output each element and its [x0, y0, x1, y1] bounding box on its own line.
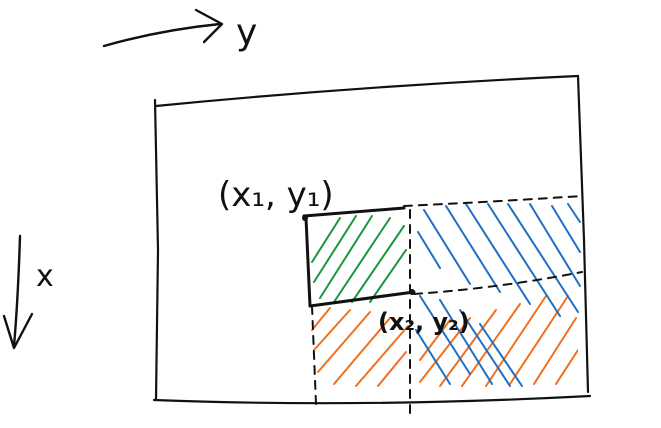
- green-hatch-region: [311, 215, 407, 303]
- y-axis-arrow: [102, 8, 224, 48]
- dashed-extensions: [311, 195, 583, 415]
- x-axis-label: x: [36, 259, 54, 294]
- blue-hatch-region: [415, 203, 581, 387]
- y-axis-label: y: [236, 12, 257, 53]
- top-left-point: [302, 215, 308, 221]
- query-rectangle: [302, 206, 416, 308]
- outer-rectangle: [152, 74, 592, 405]
- bottom-right-point: [409, 289, 415, 295]
- orange-hatch-region: [311, 295, 578, 387]
- bottom-right-point-label: (x₂, y₂): [378, 308, 470, 336]
- x-axis-arrow: [2, 234, 34, 350]
- top-left-point-label: (x₁, y₁): [218, 175, 334, 215]
